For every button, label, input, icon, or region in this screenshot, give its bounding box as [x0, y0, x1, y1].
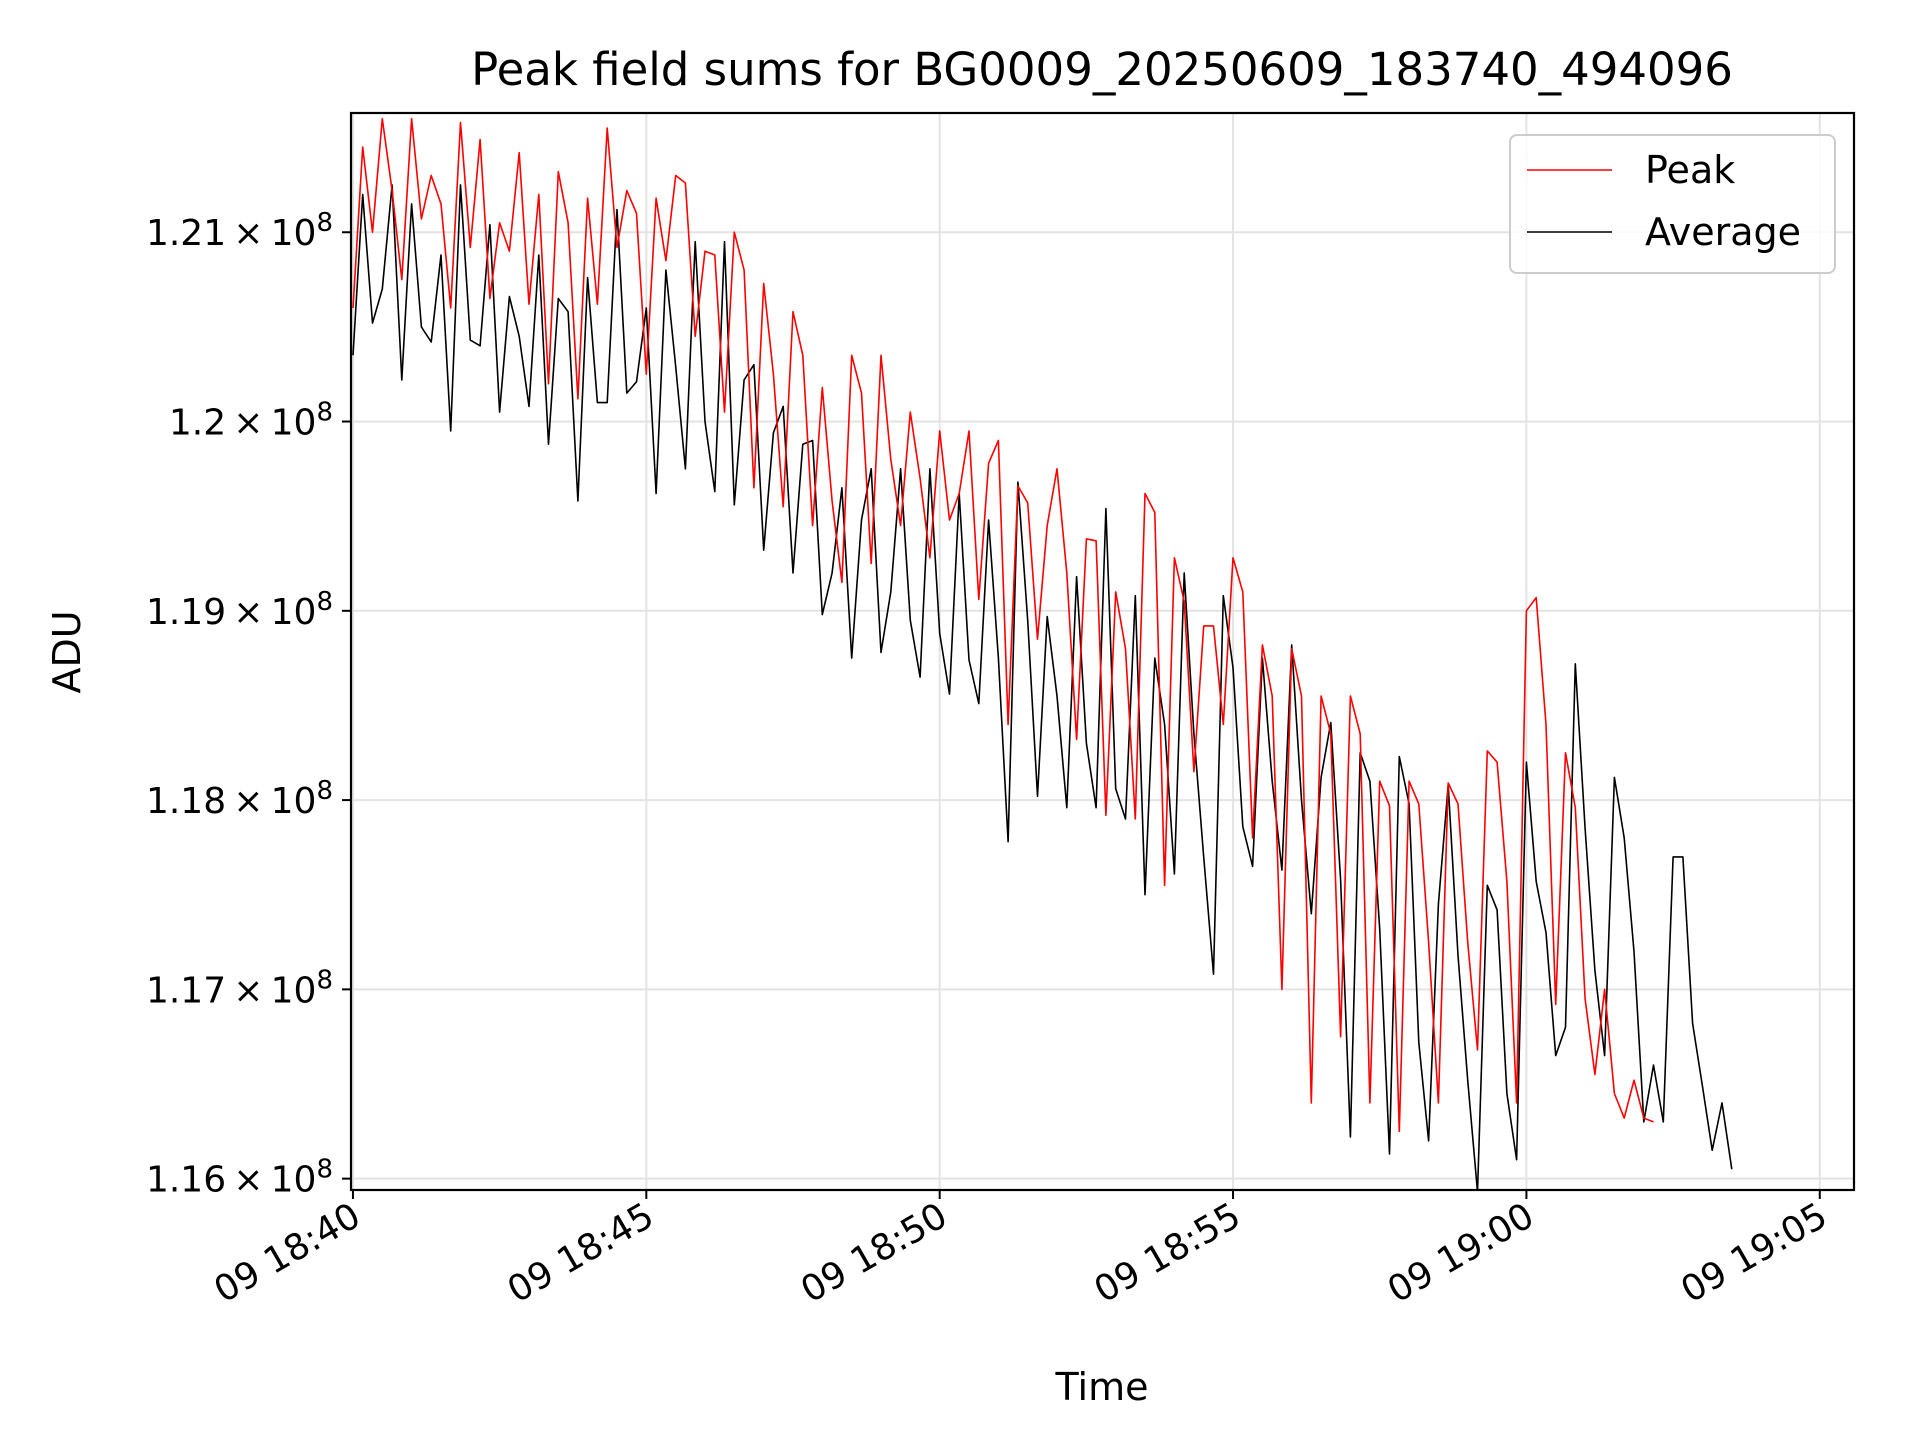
legend-label-average: Average — [1645, 210, 1801, 254]
y-tick-label-0: 1.16 × 108 — [146, 1155, 333, 1201]
x-tick-label-3: 09 18:55 — [1088, 1195, 1248, 1311]
series-line-peak — [352, 117, 1654, 1133]
x-axis: 09 18:40 09 18:45 09 18:50 09 18:55 09 19:00… — [208, 1190, 1834, 1311]
x-tick-label-5: 09 19:05 — [1674, 1195, 1834, 1311]
x-axis-label: Time — [1055, 1365, 1149, 1409]
x-tick-label-2: 09 18:50 — [794, 1195, 954, 1311]
y-tick-label-1: 1.17 × 108 — [146, 965, 333, 1011]
y-tick-label-3: 1.19 × 108 — [146, 587, 333, 633]
grid — [351, 113, 1854, 1190]
legend: Peak Average — [1509, 134, 1836, 274]
plot-frame — [349, 111, 1856, 1192]
x-tick-label-1: 09 18:45 — [501, 1195, 661, 1311]
series-group — [352, 117, 1733, 1190]
x-tick-label-0: 09 18:40 — [208, 1195, 368, 1311]
y-tick-label-5: 1.21 × 108 — [146, 208, 333, 254]
legend-label-peak: Peak — [1645, 148, 1735, 192]
y-axis-label: ADU — [45, 610, 89, 693]
y-axis: 1.16 × 108 1.17 × 108 1.18 × 108 1.19 × 108… — [146, 208, 351, 1201]
series-line-average — [352, 184, 1733, 1190]
x-tick-label-4: 09 19:00 — [1381, 1195, 1541, 1311]
chart-title: Peak field sums for BG0009_20250609_1837… — [471, 43, 1733, 96]
y-tick-label-2: 1.18 × 108 — [146, 776, 333, 822]
y-tick-label-4: 1.2 × 108 — [169, 398, 333, 444]
